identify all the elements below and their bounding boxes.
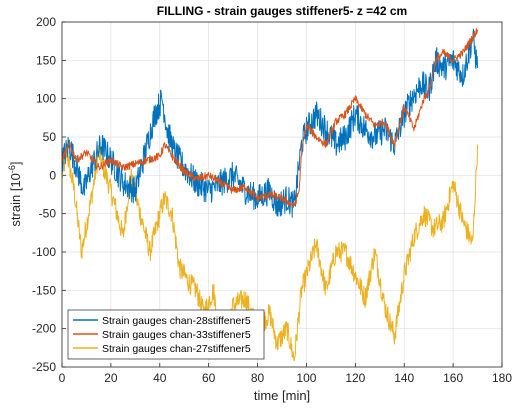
series-lines [61,28,479,362]
legend-label-2: Strain gauges chan-33stiffener5 [102,329,251,341]
y-tick-label: 150 [36,53,56,67]
legend-label-1: Strain gauges chan-28stiffener5 [102,315,251,327]
y-axis-label-base: strain [10 [8,173,23,226]
series-line-3 [61,144,479,362]
x-tick-label: 160 [443,371,463,385]
x-tick-label: 40 [153,371,167,385]
y-tick-label: 100 [36,92,56,106]
legend-box [67,309,265,360]
y-tick-label: -200 [32,322,56,336]
x-tick-label: 80 [251,371,265,385]
x-tick-labels: 0 20 40 60 80 100 120 140 160 180 [59,371,513,385]
x-tick-label: 100 [296,371,316,385]
x-axis-label: time [min] [254,388,310,403]
y-axis-label: strain [10-6] [7,161,23,226]
legend: Strain gauges chan-28stiffener5 Strain ga… [67,309,265,360]
x-tick-label: 120 [345,371,365,385]
y-tick-label: -50 [39,207,57,221]
series-line-1 [61,28,479,218]
y-axis-label-close: ] [8,161,23,165]
x-tick-label: 180 [492,371,512,385]
legend-label-3: Strain gauges chan-27stiffener5 [102,343,251,355]
plot-area-frame [61,21,503,368]
y-tick-label: 200 [36,15,56,29]
x-tick-label: 60 [202,371,216,385]
x-tick-label: 20 [104,371,118,385]
chart-title: FILLING - strain gauges stiffener5- z =4… [157,4,407,18]
series-line-2 [61,28,479,208]
x-tick-label: 0 [59,371,66,385]
y-tick-label: 0 [49,168,56,182]
y-tick-label: -250 [32,360,56,374]
y-tick-label: -100 [32,245,56,259]
y-tick-label: 50 [43,130,57,144]
y-tick-label: -150 [32,283,56,297]
y-tick-labels: -250 -200 -150 -100 -50 0 50 100 150 200 [32,15,56,374]
x-tick-label: 140 [394,371,414,385]
y-axis-label-exponent: -6 [7,165,17,173]
